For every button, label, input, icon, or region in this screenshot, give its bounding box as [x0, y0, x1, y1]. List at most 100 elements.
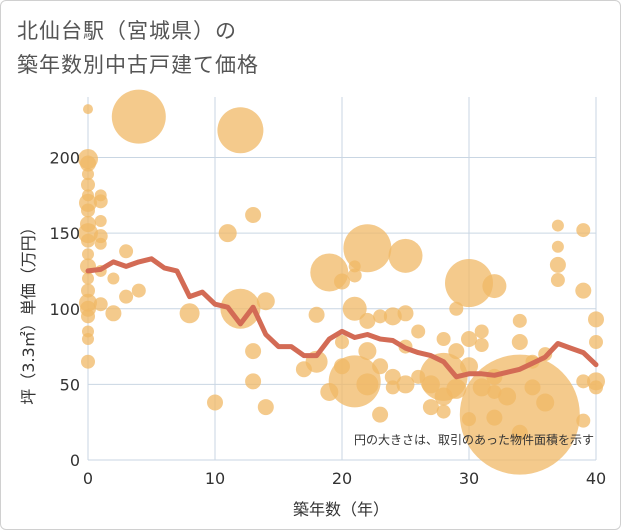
data-bubble	[372, 406, 389, 423]
data-bubble	[81, 354, 95, 369]
data-bubble	[81, 177, 95, 192]
data-bubble	[343, 224, 392, 273]
data-bubble	[445, 259, 493, 308]
y-tick-label: 0	[70, 451, 80, 470]
data-bubble	[575, 282, 592, 299]
data-bubble	[82, 168, 94, 181]
data-bubble	[434, 387, 453, 406]
data-bubble	[449, 301, 464, 316]
data-bubble	[82, 248, 94, 261]
data-bubble	[422, 399, 439, 416]
data-bubble	[93, 297, 108, 312]
data-bubble	[487, 384, 502, 399]
data-bubble	[81, 283, 95, 298]
data-bubble	[511, 334, 528, 351]
data-bubble	[383, 307, 402, 326]
data-bubble	[576, 223, 591, 238]
data-bubble	[94, 215, 107, 228]
data-bubble	[81, 309, 95, 324]
data-bubble	[347, 268, 362, 283]
data-bubble	[461, 331, 477, 347]
x-tick-label: 10	[205, 469, 225, 488]
data-bubble	[348, 260, 361, 273]
data-bubble	[512, 313, 527, 328]
data-bubble	[385, 380, 400, 395]
x-tick-label: 30	[459, 469, 479, 488]
data-bubble	[372, 358, 389, 375]
data-bubble	[436, 332, 451, 346]
data-bubble	[384, 368, 401, 385]
data-bubble	[320, 382, 339, 401]
data-bubble	[421, 375, 440, 394]
data-bubble	[356, 373, 379, 396]
data-bubble	[245, 206, 262, 223]
data-bubble	[576, 413, 591, 428]
bubble-layer	[78, 89, 605, 475]
y-tick-label: 100	[49, 300, 80, 319]
data-bubble	[257, 399, 274, 416]
data-bubble	[207, 394, 223, 411]
y-tick-label: 200	[49, 149, 80, 168]
tick-labels: 0 10 20 30 40 0 50 100 150 200	[49, 149, 606, 489]
title-line-2: 築年数別中古戸建て価格	[17, 53, 259, 77]
data-bubble	[179, 303, 200, 324]
data-bubble	[80, 155, 96, 172]
data-bubble	[411, 369, 426, 384]
data-bubble	[411, 324, 426, 339]
data-bubble	[82, 333, 94, 345]
data-bubble	[218, 224, 237, 243]
data-bubble	[576, 374, 591, 389]
data-bubble	[308, 306, 325, 323]
chart-title: 北仙台駅（宮城県）の 築年数別中古戸建て価格	[17, 14, 259, 82]
data-bubble	[359, 312, 376, 329]
data-bubble	[551, 219, 564, 232]
data-bubble	[550, 273, 565, 288]
data-bubble	[82, 189, 94, 202]
bubble-size-note: 円の大きさは、取引のあった物件面積を示す	[354, 432, 594, 447]
data-bubble	[589, 335, 603, 350]
data-bubble	[549, 256, 566, 273]
data-bubble	[462, 412, 476, 427]
data-bubble	[396, 375, 415, 394]
data-bubble	[358, 342, 377, 361]
data-bubble	[295, 361, 312, 378]
data-bubble	[460, 357, 478, 376]
y-tick-label: 150	[49, 224, 80, 243]
data-bubble	[131, 283, 146, 298]
data-bubble	[388, 238, 423, 273]
data-bubble	[80, 216, 96, 233]
data-bubble	[474, 338, 489, 353]
data-bubble	[94, 237, 107, 250]
data-bubble	[82, 272, 94, 285]
data-bubble	[119, 244, 134, 259]
data-bubble	[589, 380, 603, 395]
data-bubble	[436, 404, 451, 419]
x-tick-label: 40	[586, 469, 606, 488]
data-bubble	[588, 311, 604, 328]
data-bubble	[220, 288, 261, 329]
data-bubble	[83, 104, 93, 115]
data-bubble	[536, 393, 555, 412]
data-bubble	[498, 387, 517, 406]
x-tick-label: 0	[83, 469, 93, 488]
data-bubble	[119, 289, 134, 304]
data-bubble	[551, 240, 564, 253]
data-bubble	[105, 305, 122, 322]
title-line-1: 北仙台駅（宮城県）の	[17, 19, 237, 43]
data-bubble	[524, 379, 541, 396]
data-bubble	[256, 292, 275, 311]
data-bubble	[342, 296, 367, 321]
data-bubble	[94, 189, 107, 202]
x-tick-label: 20	[332, 469, 352, 488]
data-bubble	[486, 409, 503, 426]
data-bubble	[335, 335, 349, 350]
data-bubble	[334, 358, 350, 375]
x-axis-label: 築年数（年）	[293, 500, 389, 519]
data-bubble	[81, 233, 95, 248]
data-bubble	[482, 274, 507, 299]
data-bubble	[373, 309, 388, 324]
data-bubble	[217, 107, 264, 154]
y-axis-label: 坪（3.3㎡）単価（万円）	[19, 219, 38, 404]
data-bubble	[111, 89, 166, 144]
